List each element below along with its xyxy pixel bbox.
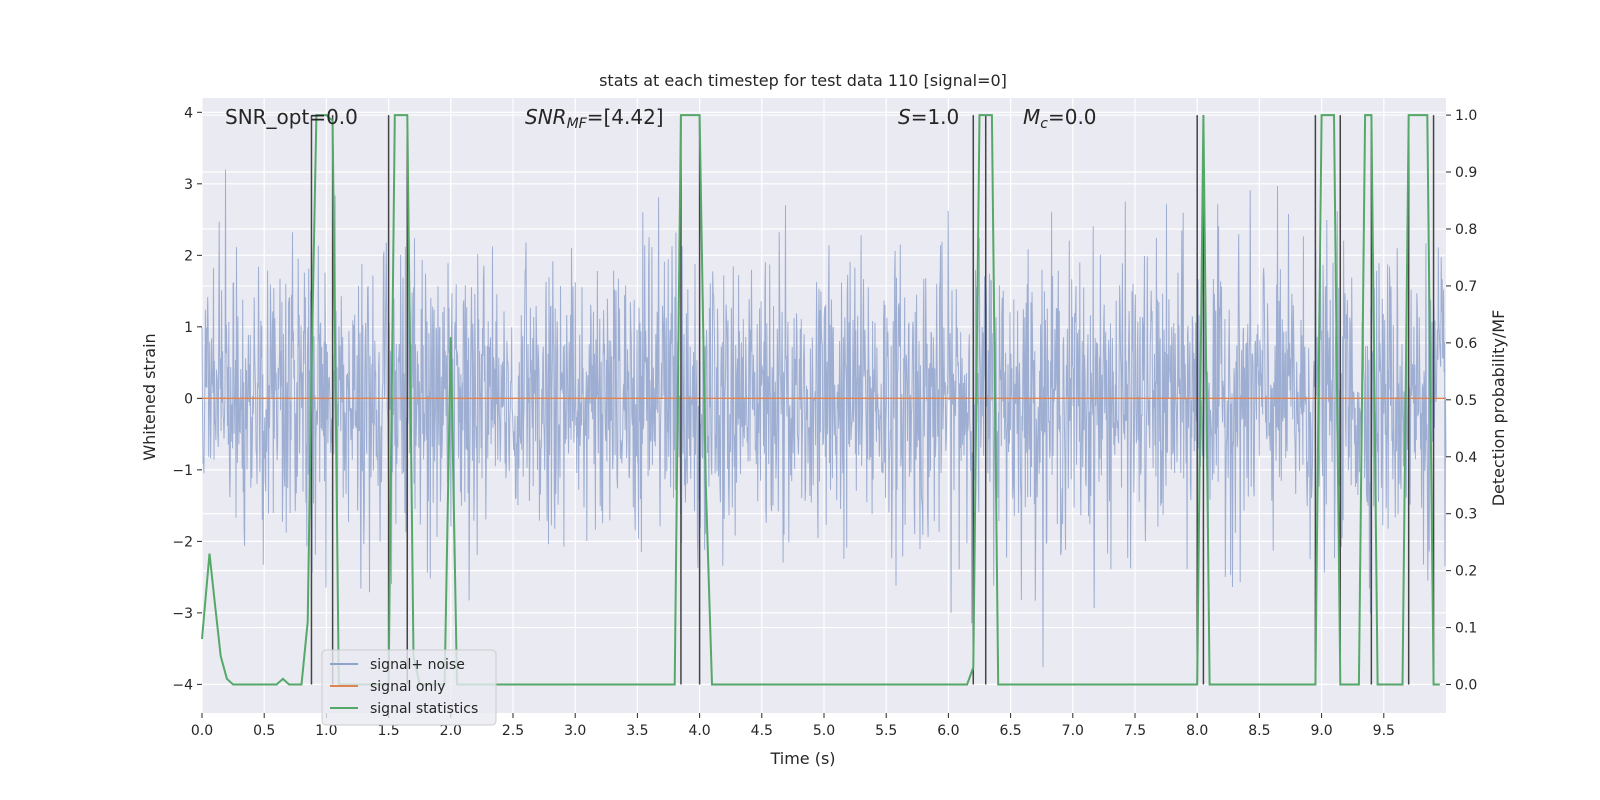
annotation-mc: Mc=0.0 bbox=[1023, 105, 1097, 132]
x-tick-label: 5.5 bbox=[875, 723, 897, 739]
x-tick-label: 6.5 bbox=[999, 723, 1021, 739]
annotation-snr-mf-symbol: SNR bbox=[525, 105, 567, 129]
annotation-mc-subscript: c bbox=[1040, 116, 1048, 132]
y-tick-label: 0 bbox=[184, 391, 193, 407]
legend-entry-signal-only: signal only bbox=[370, 679, 445, 695]
x-tick-label: 4.0 bbox=[688, 723, 710, 739]
x-tick-label: 4.5 bbox=[751, 723, 773, 739]
y-tick-label: 1 bbox=[184, 320, 193, 336]
x-tick-label: 5.0 bbox=[813, 723, 835, 739]
legend-entry-signal-noise: signal+ noise bbox=[370, 657, 465, 673]
y2-tick-label: 0.7 bbox=[1455, 279, 1477, 295]
y2-axis-ticks: 1.0 0.9 0.8 0.7 0.6 0.5 0.4 0.3 0.2 0.1 0.0 bbox=[1446, 108, 1477, 694]
annotation-snr-mf: SNRMF=[4.42] bbox=[525, 105, 664, 132]
annotation-s-symbol: S bbox=[898, 105, 911, 129]
x-tick-label: 1.0 bbox=[315, 723, 337, 739]
x-tick-label: 0.0 bbox=[191, 723, 213, 739]
x-tick-label: 6.0 bbox=[937, 723, 959, 739]
x-tick-label: 8.5 bbox=[1248, 723, 1270, 739]
y2-tick-label: 1.0 bbox=[1455, 108, 1477, 124]
y2-tick-label: 0.4 bbox=[1455, 450, 1477, 466]
x-tick-label: 9.5 bbox=[1373, 723, 1395, 739]
y2-tick-label: 0.1 bbox=[1455, 621, 1477, 637]
y2-tick-label: 0.5 bbox=[1455, 393, 1477, 409]
chart-title: stats at each timestep for test data 110… bbox=[599, 71, 1007, 90]
x-tick-label: 2.0 bbox=[440, 723, 462, 739]
detection-markers bbox=[310, 115, 1435, 685]
legend: signal+ noise signal only signal statist… bbox=[321, 649, 497, 726]
y-tick-label: −2 bbox=[172, 534, 193, 550]
legend-entry-signal-statistics: signal statistics bbox=[370, 701, 478, 717]
x-tick-label: 8.0 bbox=[1186, 723, 1208, 739]
y2-tick-label: 0.0 bbox=[1455, 678, 1477, 694]
legend-box bbox=[321, 649, 497, 726]
annotation-s: S=1.0 bbox=[898, 105, 959, 129]
series-signal-statistics bbox=[201, 114, 1440, 686]
y-axis-ticks: 4 3 2 1 0 −1 −2 −3 −4 bbox=[172, 105, 202, 693]
y-axis-label: Whitened strain bbox=[140, 333, 159, 460]
y-tick-label: −3 bbox=[172, 606, 193, 622]
x-tick-label: 2.5 bbox=[502, 723, 524, 739]
y2-axis-label: Detection probability/MF bbox=[1489, 310, 1508, 507]
annotation-mc-value: =0.0 bbox=[1048, 105, 1097, 129]
x-axis-ticks: 0.0 0.5 1.0 1.5 2.0 2.5 3.0 3.5 4.0 4.5 5.0 5.5 6.0 6… bbox=[191, 713, 1395, 739]
x-tick-label: 3.5 bbox=[626, 723, 648, 739]
annotation-snr-mf-value: =[4.42] bbox=[587, 105, 664, 129]
x-tick-label: 1.5 bbox=[377, 723, 399, 739]
y2-tick-label: 0.9 bbox=[1455, 165, 1477, 181]
y2-tick-label: 0.6 bbox=[1455, 336, 1477, 352]
x-axis-label: Time (s) bbox=[769, 749, 835, 768]
y2-tick-label: 0.8 bbox=[1455, 222, 1477, 238]
annotation-s-value: =1.0 bbox=[911, 105, 960, 129]
y-tick-label: −1 bbox=[172, 463, 193, 479]
x-tick-label: 7.5 bbox=[1124, 723, 1146, 739]
series-signal-noise bbox=[201, 169, 1447, 668]
y-tick-label: 2 bbox=[184, 248, 193, 264]
noise-trace bbox=[201, 169, 1447, 668]
x-tick-label: 9.0 bbox=[1310, 723, 1332, 739]
y-tick-label: −4 bbox=[172, 677, 193, 693]
x-tick-label: 0.5 bbox=[253, 723, 275, 739]
annotation-snr-mf-subscript: MF bbox=[567, 116, 588, 132]
y-tick-label: 3 bbox=[184, 177, 193, 193]
y2-tick-label: 0.3 bbox=[1455, 507, 1477, 523]
y2-tick-label: 0.2 bbox=[1455, 564, 1477, 580]
annotation-snr-opt: SNR_opt=0.0 bbox=[225, 105, 358, 129]
x-tick-label: 7.0 bbox=[1062, 723, 1084, 739]
y-tick-label: 4 bbox=[184, 105, 193, 121]
x-tick-label: 3.0 bbox=[564, 723, 586, 739]
annotation-mc-symbol: M bbox=[1023, 105, 1040, 129]
